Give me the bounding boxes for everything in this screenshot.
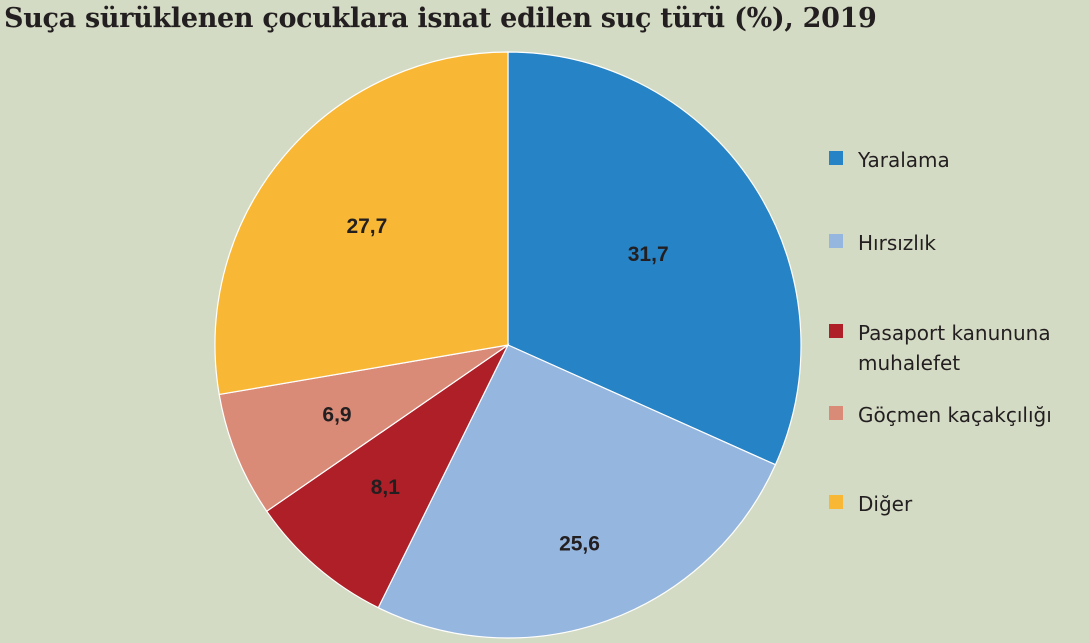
legend-label: Hırsızlık [858,231,936,255]
legend-label: Göçmen kaçakçılığı [858,403,1052,427]
legend-item-yaralama: Yaralama [829,145,1083,175]
legend-swatch [829,495,843,509]
legend-item-hirsizlik: Hırsızlık [829,228,1083,258]
pie-slice-gocmen-kacakciligi [218,344,509,513]
legend-swatch [829,234,843,248]
pie-slice-diger [214,51,509,396]
slice-value-label-yaralama: 31,7 [628,243,669,266]
chart-title: Suça sürüklenen çocuklara isnat edilen s… [4,3,877,34]
pie-value-labels: 31,7 25,6 8,1 6,9 27,7 [322,215,668,556]
legend-label: Diğer [858,492,913,516]
legend-label: Pasaport kanununa muhalefet [858,321,1051,375]
slice-value-label-diger: 27,7 [346,215,387,238]
pie-slice-hirsizlik [377,344,777,639]
legend-item-pasaport-kanununa-muhalefet: Pasaport kanununa muhalefet [829,318,1083,378]
pie-slice-pasaport-kanununa-muhalefet [265,343,510,609]
pie-slice-yaralama [507,51,802,466]
slice-value-label-pasaport-kanununa-muhalefet: 8,1 [371,476,401,499]
legend-swatch [829,151,843,165]
legend-swatch [829,324,843,338]
slice-value-label-gocmen-kacakciligi: 6,9 [322,404,351,427]
legend-swatch [829,406,843,420]
legend-label: Yaralama [858,148,950,172]
legend-item-gocmen-kacakciligi: Göçmen kaçakçılığı [829,400,1083,430]
legend-item-diger: Diğer [829,489,1083,519]
pie-slices [214,51,802,639]
slice-value-label-hirsizlik: 25,6 [559,533,600,556]
